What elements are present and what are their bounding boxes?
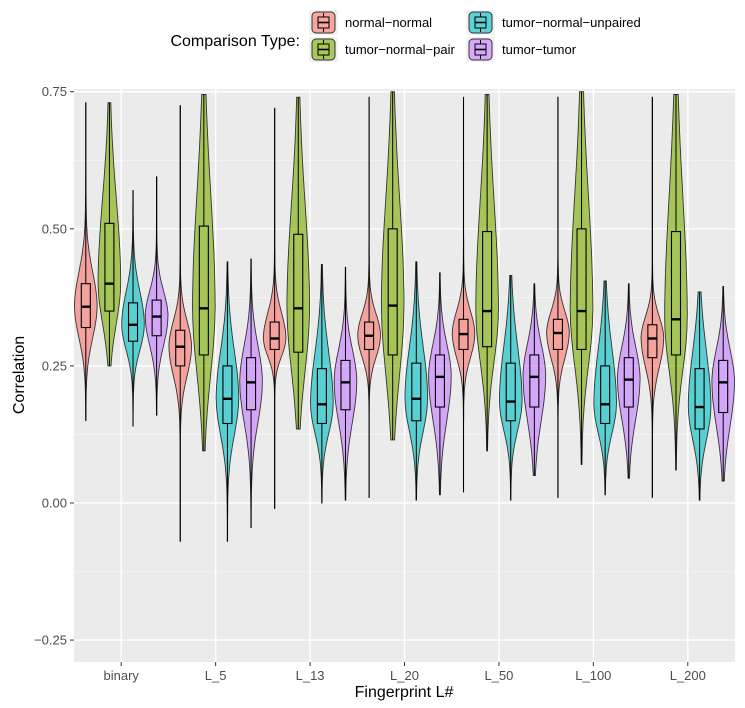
legend-label: tumor−tumor [502,42,577,57]
box-iqr [505,362,516,422]
x-tick-label: L_5 [205,668,227,683]
box-iqr [387,228,398,356]
violin-shape [593,280,617,496]
violin-shape [286,96,311,430]
x-tick-label: L_20 [390,668,419,683]
box-iqr [482,231,493,348]
legend-key [309,10,338,35]
box-iqr [600,365,611,425]
violin-shape [498,274,523,501]
legend-label: normal−normal [345,15,432,30]
legend-label: tumor−normal−pair [345,42,455,57]
violin-L_100-0 [546,96,570,498]
violin-L_50-0 [451,96,476,493]
legend-label: tumor−normal−unpaired [502,15,641,30]
violin-L_100-1 [569,91,594,466]
box-iqr [222,365,233,425]
violin-L_50-2 [498,274,523,501]
violin-binary-1 [97,102,122,367]
box-iqr [670,231,682,356]
violin-L_100-3 [616,283,641,479]
violin-shape [333,266,358,501]
box-iqr [576,228,587,351]
violin-L_100-2 [593,280,617,496]
x-axis: binary L_5 L_13 L_20 L_50 L_100 L_200 [104,662,706,683]
legend-title: Comparison Type: [170,33,300,50]
violin-shape [475,94,499,452]
violin-L_13-2 [310,264,334,504]
violin-L_50-1 [475,94,499,452]
y-tick-label: −0.25 [34,633,67,648]
violin-L_5-0 [168,104,193,542]
violin-shape [215,261,240,542]
violin-binary-3 [144,176,169,416]
y-axis-title: Correlation [11,336,28,414]
x-tick-label: L_100 [575,668,611,683]
violin-L_20-1 [380,91,405,441]
y-tick-label: 0.50 [42,221,67,236]
violin-shape [687,291,712,501]
x-tick-label: L_50 [484,668,513,683]
box-iqr [552,318,563,351]
legend: Comparison Type: normal−normal tumor−norm… [170,10,641,62]
violins [74,91,735,542]
box-iqr [434,354,445,408]
box-iqr [246,357,257,411]
box-iqr [293,233,304,353]
y-tick-label: 0.00 [42,495,67,510]
violin-L_13-1 [286,96,311,430]
violin-L_5-1 [192,94,216,452]
violin-L_13-0 [262,107,287,509]
x-tick-label: binary [104,668,140,683]
violin-L_200-2 [687,291,712,501]
violin-shape [380,91,405,441]
x-tick-label: L_13 [296,668,325,683]
box-iqr [269,321,280,351]
violin-L_5-2 [215,261,240,542]
box-iqr [694,368,705,430]
y-axis: −0.25 0.00 0.25 0.50 0.75 [34,84,74,648]
violin-L_50-3 [522,283,547,477]
y-tick-label: 0.75 [42,84,67,99]
box-iqr [529,354,540,408]
box-iqr [340,359,351,411]
violin-shape [192,94,216,452]
x-axis-title: Fingerprint L# [355,684,454,701]
legend-key [466,37,495,62]
violin-L_20-2 [404,261,429,501]
violin-shape [121,189,145,427]
box-iqr [316,368,327,425]
box-iqr [647,324,658,359]
box-iqr [411,362,422,422]
violin-L_20-0 [357,96,381,498]
violin-shape [569,91,594,466]
violin-shape [97,102,122,367]
violin-L_20-3 [428,272,452,496]
violin-L_200-1 [664,94,688,471]
violin-L_200-0 [640,96,665,498]
violin-L_200-3 [711,285,735,482]
violin-binary-0 [74,102,98,422]
box-iqr [198,225,209,356]
box-iqr [718,359,729,414]
violin-L_5-3 [239,258,263,529]
legend-key [309,37,338,62]
box-iqr [151,299,162,337]
violin-shape [664,94,688,471]
violin-binary-2 [121,189,145,427]
box-iqr [175,329,186,367]
x-tick-label: L_200 [670,668,706,683]
violin-L_13-3 [333,266,358,501]
violin-shape [404,261,429,501]
box-iqr [104,222,115,312]
box-iqr [623,357,634,408]
legend-key [466,10,495,35]
box-iqr [127,302,139,342]
y-tick-label: 0.25 [42,358,67,373]
